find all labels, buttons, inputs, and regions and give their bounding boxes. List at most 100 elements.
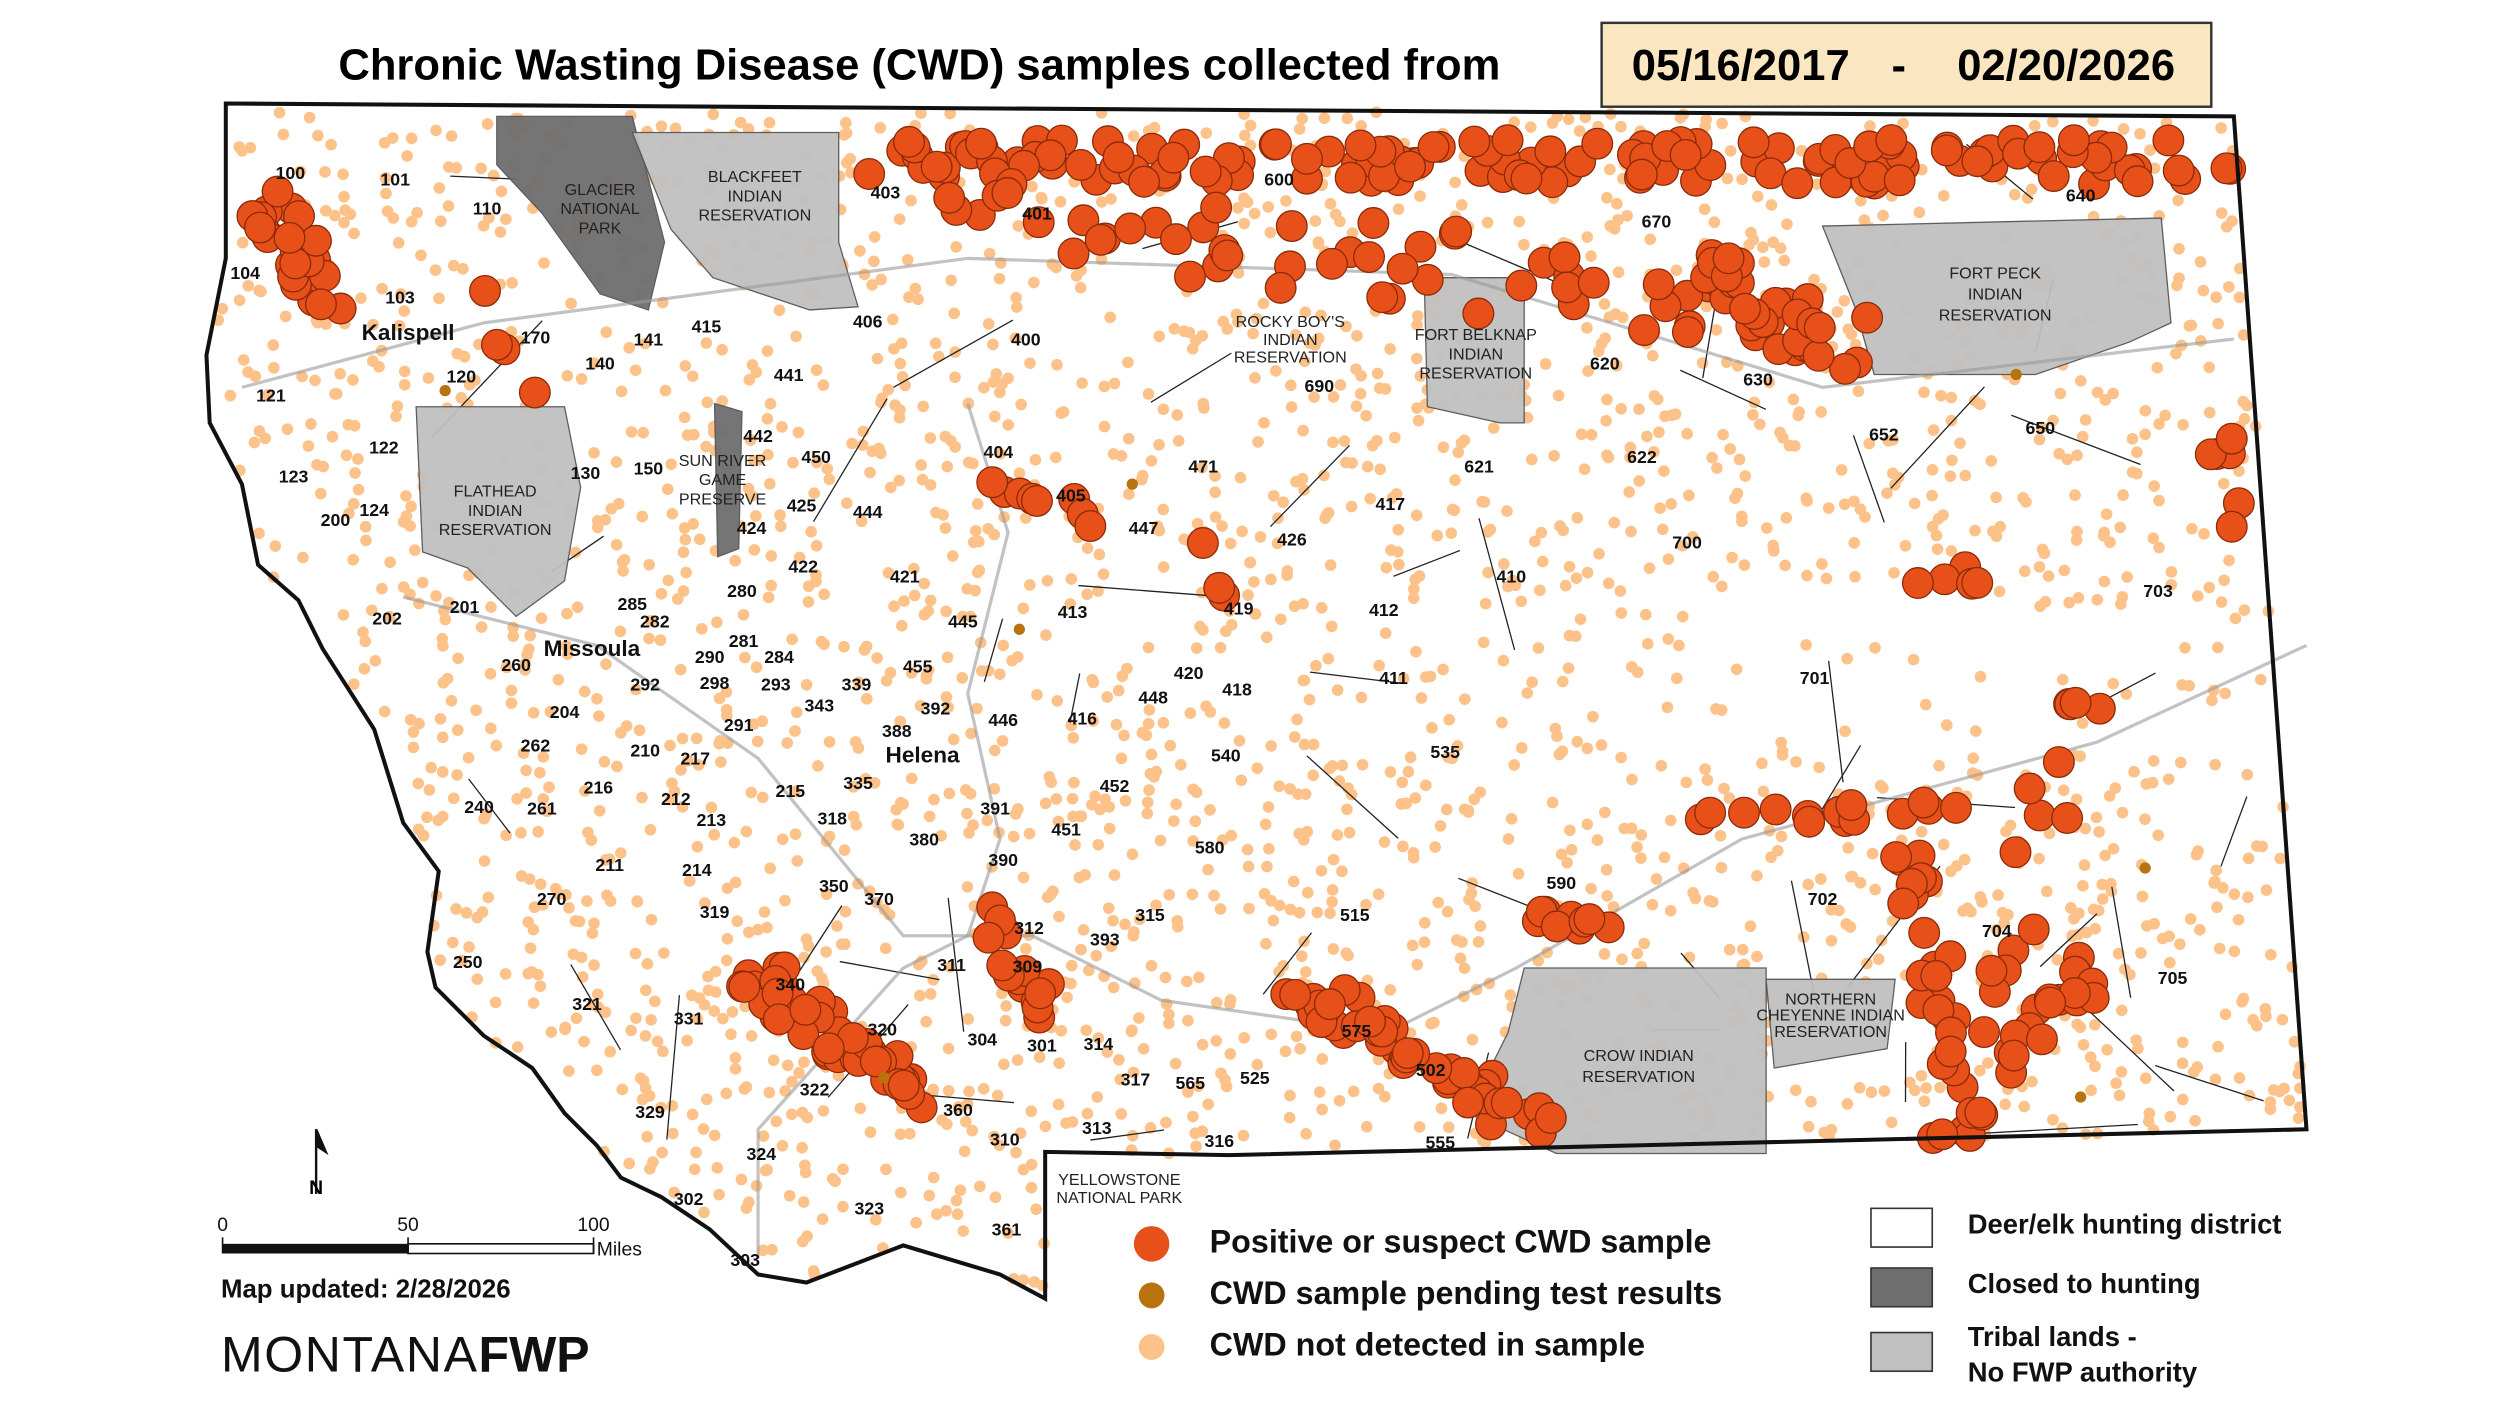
positive-sample <box>1628 314 1660 347</box>
negative-sample <box>1331 829 1344 841</box>
negative-sample <box>686 370 699 383</box>
negative-sample <box>1631 841 1643 853</box>
negative-sample <box>2209 1073 2222 1086</box>
negative-sample <box>1546 796 1559 809</box>
negative-sample <box>407 741 420 754</box>
negative-sample <box>1334 215 1346 228</box>
negative-sample <box>395 288 407 300</box>
negative-sample <box>901 253 914 266</box>
negative-sample <box>1648 390 1661 402</box>
negative-sample <box>2072 592 2085 604</box>
negative-sample <box>2147 532 2160 544</box>
negative-sample <box>894 715 906 728</box>
north-label: N <box>309 1177 323 1199</box>
negative-sample <box>2098 526 2110 539</box>
negative-sample <box>682 754 694 767</box>
negative-sample <box>1024 357 1036 369</box>
negative-sample <box>2099 394 2112 406</box>
negative-sample <box>1341 112 1354 125</box>
negative-sample <box>1604 220 1616 232</box>
positive-sample <box>1490 1086 1523 1119</box>
negative-sample <box>894 357 907 370</box>
negative-sample <box>1927 424 1940 436</box>
negative-sample <box>2183 679 2195 692</box>
negative-sample <box>436 766 449 778</box>
negative-sample <box>2107 843 2120 855</box>
negative-sample <box>1017 871 1030 884</box>
negative-sample <box>840 117 852 129</box>
negative-sample <box>2165 566 2178 578</box>
negative-sample <box>1322 507 1335 519</box>
negative-sample <box>1706 896 1719 908</box>
date-box <box>1600 21 2213 108</box>
negative-sample <box>2025 183 2038 196</box>
negative-sample <box>1708 216 1721 229</box>
district-label: 201 <box>450 597 480 617</box>
negative-sample <box>2100 508 2113 520</box>
negative-sample <box>1396 776 1409 789</box>
negative-sample <box>1232 202 1244 214</box>
negative-sample <box>1326 896 1338 908</box>
negative-sample <box>1446 752 1458 765</box>
negative-sample <box>1643 562 1656 574</box>
negative-sample <box>734 116 747 129</box>
negative-sample <box>1763 376 1775 389</box>
negative-sample <box>2071 449 2083 462</box>
negative-sample <box>640 984 652 997</box>
district-label: 620 <box>1590 353 1620 373</box>
negative-sample <box>390 410 402 423</box>
positive-sample <box>1548 241 1581 274</box>
negative-sample <box>2090 811 2103 824</box>
district-label: 210 <box>630 741 660 761</box>
negative-sample <box>893 213 906 225</box>
negative-sample <box>599 1006 612 1019</box>
negative-sample <box>1081 542 1094 554</box>
legend-area-label: Closed to hunting <box>1968 1268 2201 1299</box>
negative-sample <box>415 249 427 262</box>
negative-sample <box>236 236 249 249</box>
negative-sample <box>1521 687 1534 699</box>
negative-sample <box>1273 780 1285 793</box>
negative-sample <box>1875 934 1888 947</box>
positive-sample <box>1728 796 1761 829</box>
negative-sample <box>1736 173 1748 186</box>
negative-sample <box>691 1013 704 1025</box>
negative-sample <box>1123 488 1135 500</box>
negative-sample <box>725 1028 737 1041</box>
negative-sample <box>764 398 777 410</box>
negative-sample <box>1529 535 1541 548</box>
negative-sample <box>649 995 661 1008</box>
negative-sample <box>614 625 627 638</box>
negative-sample <box>1882 434 1895 447</box>
negative-sample <box>1662 553 1675 565</box>
negative-sample <box>1127 1066 1140 1079</box>
negative-sample <box>1141 807 1154 820</box>
negative-sample <box>1252 436 1264 448</box>
negative-sample <box>2120 688 2133 700</box>
negative-sample <box>1050 261 1062 274</box>
negative-sample <box>2176 1057 2189 1070</box>
district-label: 447 <box>1129 518 1159 538</box>
negative-sample <box>1076 377 1088 389</box>
negative-sample <box>1310 659 1322 672</box>
district-label: 451 <box>1051 820 1081 840</box>
negative-sample <box>1536 555 1549 568</box>
negative-sample <box>1273 899 1286 912</box>
negative-sample <box>1190 1140 1202 1153</box>
negative-sample <box>889 399 901 411</box>
positive-sample <box>1930 134 1963 167</box>
negative-sample <box>974 1180 986 1193</box>
negative-sample <box>1052 815 1065 828</box>
negative-sample <box>678 411 691 424</box>
positive-sample <box>1694 796 1727 829</box>
negative-sample <box>2153 418 2165 430</box>
positive-sample <box>1573 903 1606 936</box>
negative-sample <box>1303 337 1316 349</box>
negative-sample <box>981 814 994 827</box>
negative-sample <box>475 162 487 175</box>
negative-sample <box>1316 1053 1329 1065</box>
negative-sample <box>757 1244 769 1257</box>
negative-sample <box>357 626 369 639</box>
negative-sample <box>1655 759 1668 772</box>
negative-sample <box>527 997 540 1009</box>
